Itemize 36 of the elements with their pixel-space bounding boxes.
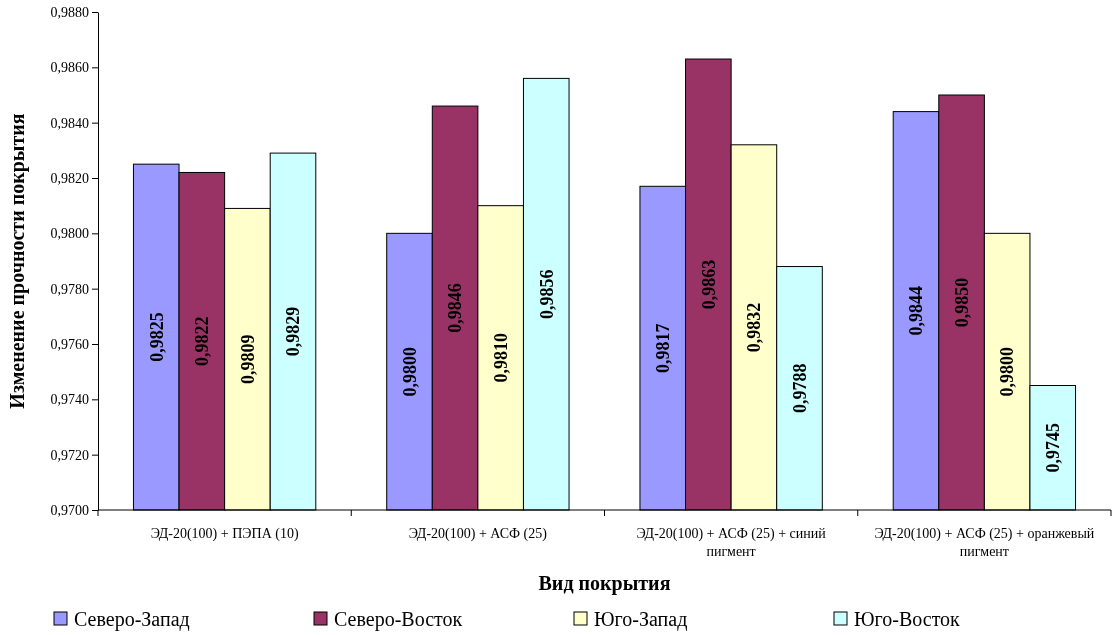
x-tick-label: ЭД-20(100) + АСФ (25) — [408, 526, 548, 542]
data-label: 0,9788 — [789, 363, 810, 414]
x-tick-label: ЭД-20(100) + ПЭПА (10) — [150, 526, 299, 542]
data-label: 0,9844 — [906, 286, 927, 336]
y-tick-label: 0,9780 — [50, 281, 89, 297]
y-tick-label: 0,9700 — [50, 502, 89, 518]
data-label: 0,9800 — [399, 346, 420, 397]
y-axis-title: Изменение прочности покрытия — [6, 113, 29, 409]
y-tick-label: 0,9820 — [50, 170, 89, 186]
data-label: 0,9825 — [146, 312, 167, 362]
data-label: 0,9863 — [698, 259, 719, 310]
data-label: 0,9817 — [653, 323, 674, 373]
x-axis-title: Вид покрытия — [538, 572, 671, 595]
data-label: 0,9832 — [744, 302, 765, 353]
y-tick-label: 0,9800 — [50, 226, 89, 242]
y-tick-label: 0,9840 — [50, 115, 89, 131]
data-label: 0,9810 — [490, 333, 511, 383]
x-tick-label: ЭД-20(100) + АСФ (25) + оранжевый пигмент — [874, 526, 1095, 560]
data-label: 0,9745 — [1043, 423, 1064, 473]
legend-label: Северо-Запад — [74, 608, 190, 631]
y-tick-label: 0,9740 — [50, 392, 89, 408]
data-label: 0,9856 — [536, 269, 557, 319]
y-tick-label: 0,9760 — [50, 336, 89, 352]
data-label: 0,9829 — [283, 306, 304, 357]
data-label: 0,9846 — [445, 283, 466, 333]
x-tick-label: ЭД-20(100) + АСФ (25) + синий пигмент — [636, 526, 827, 560]
legend-label: Юго-Запад — [594, 608, 688, 631]
data-label: 0,9809 — [237, 334, 258, 384]
data-label: 0,9800 — [997, 346, 1018, 397]
data-label: 0,9822 — [192, 316, 213, 366]
legend-label: Северо-Восток — [334, 608, 463, 631]
y-tick-label: 0,9880 — [50, 4, 89, 20]
y-tick-label: 0,9720 — [50, 447, 89, 463]
legend-label: Юго-Восток — [854, 608, 961, 630]
data-label: 0,9850 — [951, 277, 972, 328]
y-tick-label: 0,9860 — [50, 60, 89, 76]
